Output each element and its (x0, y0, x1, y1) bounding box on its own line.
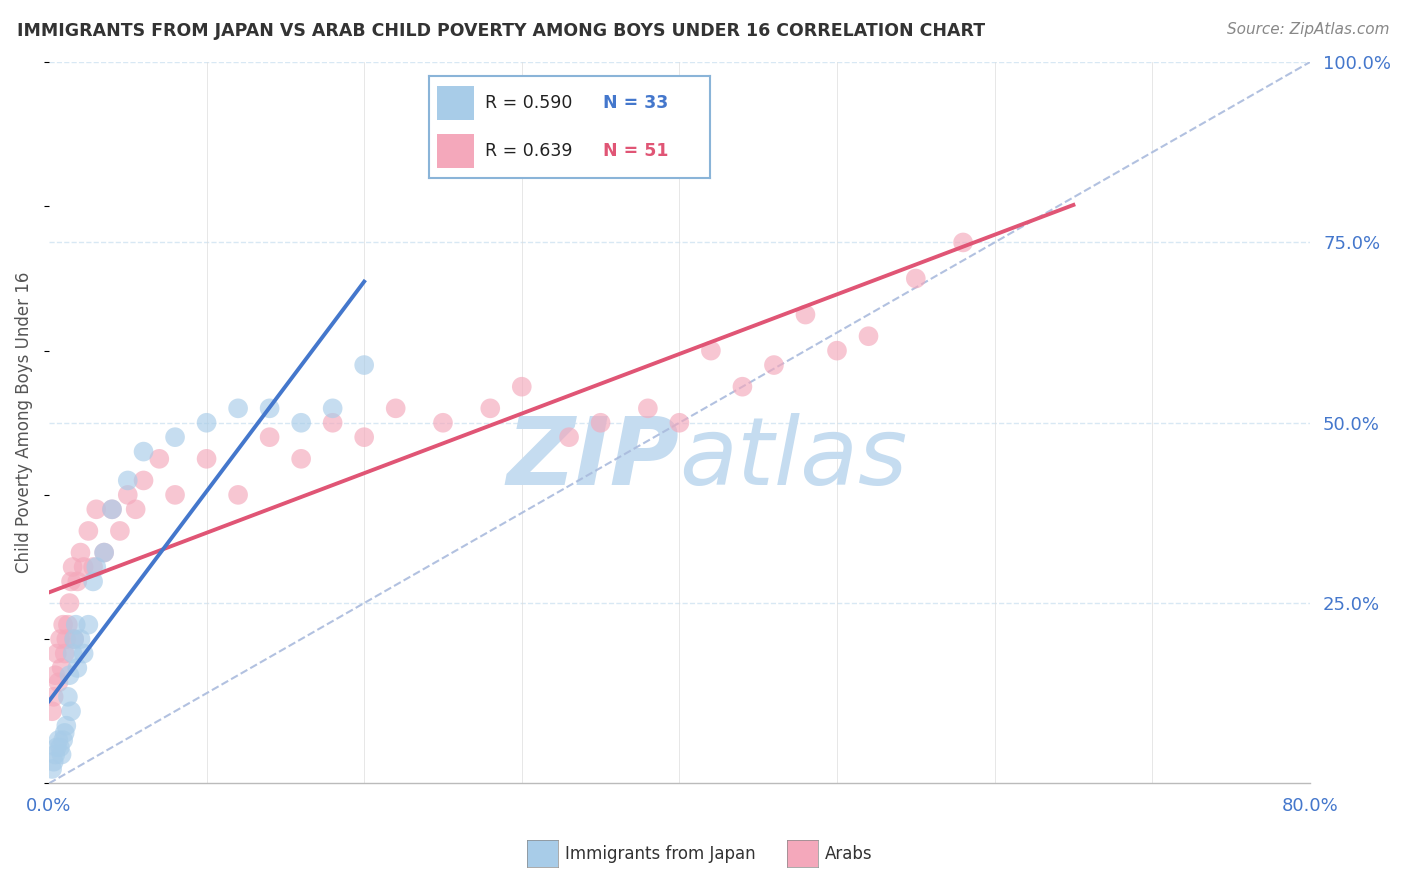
Point (668, 416, 690, 430)
Point (101, 502, 124, 516)
Point (84, 560, 107, 574)
Text: Immigrants from Japan: Immigrants from Japan (565, 845, 756, 863)
Point (93, 545, 115, 559)
Point (41, 762, 63, 776)
Point (226, 488, 249, 502)
Point (165, 488, 187, 502)
Point (101, 502, 124, 516)
Point (55, 719, 77, 733)
Point (132, 474, 155, 488)
Point (384, 401, 406, 416)
Point (731, 380, 754, 394)
Point (226, 401, 249, 416)
Point (56, 690, 79, 704)
Text: Arabs: Arabs (825, 845, 873, 863)
Point (82, 560, 104, 574)
Point (69, 545, 91, 559)
Point (49, 740, 72, 755)
Point (510, 380, 533, 394)
Point (44, 668, 66, 682)
Point (353, 358, 375, 372)
Point (904, 271, 927, 285)
Point (77, 524, 100, 538)
Point (794, 308, 817, 322)
Point (290, 451, 312, 466)
Point (124, 502, 146, 516)
Text: N = 51: N = 51 (603, 142, 669, 161)
Point (58, 596, 80, 610)
Point (45, 647, 67, 661)
Point (52, 617, 75, 632)
Text: IMMIGRANTS FROM JAPAN VS ARAB CHILD POVERTY AMONG BOYS UNDER 16 CORRELATION CHAR: IMMIGRANTS FROM JAPAN VS ARAB CHILD POVE… (17, 22, 986, 40)
Bar (437, 135, 474, 168)
Point (42, 690, 65, 704)
Point (432, 416, 454, 430)
Point (165, 430, 187, 444)
Point (82, 574, 104, 589)
Point (259, 401, 281, 416)
Text: R = 0.590: R = 0.590 (485, 94, 583, 112)
Point (65, 617, 87, 632)
Point (60, 704, 83, 718)
Point (63, 632, 86, 647)
Point (322, 416, 344, 430)
Point (63, 632, 86, 647)
Point (117, 474, 139, 488)
Point (44, 747, 66, 762)
Point (148, 451, 170, 466)
Point (93, 545, 115, 559)
Point (51, 661, 73, 675)
Point (637, 401, 659, 416)
Point (55, 632, 77, 647)
Point (45, 740, 67, 755)
Point (195, 451, 218, 466)
Y-axis label: Child Poverty Among Boys Under 16: Child Poverty Among Boys Under 16 (15, 272, 32, 574)
Point (41, 704, 63, 718)
Point (58, 668, 80, 682)
Point (72, 560, 94, 574)
Point (290, 416, 312, 430)
Point (66, 661, 89, 675)
Point (117, 488, 139, 502)
Point (53, 726, 76, 740)
Text: R = 0.639: R = 0.639 (485, 142, 583, 161)
Point (66, 574, 89, 589)
Text: atlas: atlas (679, 413, 908, 504)
Point (48, 675, 70, 690)
Point (132, 444, 155, 458)
Point (52, 733, 75, 747)
Text: ZIP: ZIP (506, 413, 679, 505)
Point (700, 343, 723, 358)
Text: N = 33: N = 33 (603, 94, 668, 112)
Point (60, 574, 83, 589)
Point (51, 747, 73, 762)
Point (589, 128, 612, 142)
Point (825, 343, 848, 358)
Text: Source: ZipAtlas.com: Source: ZipAtlas.com (1226, 22, 1389, 37)
Point (62, 560, 84, 574)
Point (589, 416, 612, 430)
Point (69, 632, 91, 647)
Bar (437, 87, 474, 120)
Point (858, 329, 880, 343)
Point (952, 235, 974, 250)
Point (322, 401, 344, 416)
Point (195, 416, 218, 430)
Point (479, 401, 502, 416)
Point (558, 430, 581, 444)
Point (762, 358, 785, 372)
Point (353, 430, 375, 444)
Point (62, 647, 84, 661)
Point (42, 755, 65, 769)
Point (108, 524, 131, 538)
Point (53, 647, 76, 661)
Point (72, 647, 94, 661)
Point (49, 632, 72, 647)
Point (84, 502, 107, 516)
Point (259, 430, 281, 444)
Point (48, 733, 70, 747)
Point (56, 617, 79, 632)
Point (77, 617, 100, 632)
